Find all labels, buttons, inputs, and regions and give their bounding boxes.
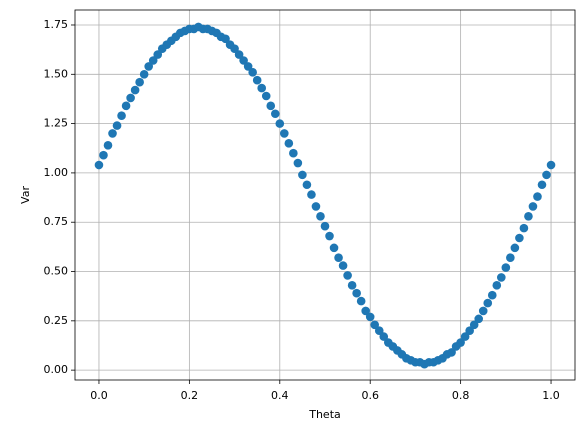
point [334, 253, 343, 263]
point [243, 62, 253, 71]
point [148, 56, 158, 65]
point [298, 170, 307, 180]
point [515, 233, 524, 243]
point [537, 180, 547, 190]
x-tick-label: 0.4 [271, 389, 289, 402]
point [546, 160, 556, 170]
x-tick-label: 0.2 [181, 389, 199, 402]
point [234, 50, 244, 59]
point [239, 56, 248, 65]
point [302, 180, 312, 190]
point [117, 111, 126, 121]
point [343, 271, 352, 280]
point [311, 202, 321, 211]
point [94, 160, 104, 170]
point [519, 223, 529, 233]
x-tick-label: 0.6 [361, 389, 379, 402]
point [316, 212, 325, 221]
point [144, 62, 153, 71]
point [221, 34, 230, 44]
point [347, 281, 357, 290]
x-axis-label: Theta [308, 408, 341, 421]
point [103, 140, 113, 150]
point [261, 91, 271, 101]
point [469, 320, 479, 330]
point [370, 320, 380, 330]
point [483, 298, 493, 308]
y-tick-label: 0.25 [44, 314, 69, 327]
point [510, 243, 520, 253]
point [130, 85, 140, 95]
point [528, 202, 538, 211]
point [270, 109, 280, 119]
y-tick-label: 1.00 [44, 166, 69, 179]
point [465, 326, 474, 335]
point [121, 101, 131, 111]
point [478, 306, 488, 316]
point [112, 121, 122, 130]
point [293, 158, 303, 168]
y-tick-label: 0.50 [44, 265, 69, 278]
point [252, 75, 262, 85]
point [533, 192, 542, 201]
point [447, 348, 456, 357]
y-tick-label: 1.75 [44, 18, 69, 31]
point [361, 306, 370, 316]
point [289, 148, 298, 158]
x-tick-label: 0.0 [90, 389, 108, 402]
point [501, 263, 511, 272]
x-tick-label: 0.8 [452, 389, 470, 402]
point [320, 221, 330, 231]
point [374, 326, 384, 335]
point [230, 44, 239, 53]
plot-frame [74, 9, 576, 381]
point [139, 69, 149, 79]
point [329, 243, 339, 253]
point [492, 281, 502, 290]
point [266, 101, 276, 111]
point [325, 231, 334, 241]
y-tick-label: 1.50 [44, 67, 69, 80]
point [356, 296, 366, 306]
point [506, 253, 515, 263]
point [280, 129, 289, 138]
point [99, 150, 108, 160]
y-axis-label: Var [19, 186, 32, 204]
point [126, 93, 135, 103]
point [307, 190, 316, 199]
point [524, 212, 533, 221]
point [275, 119, 285, 128]
point [352, 288, 361, 298]
y-tick-label: 1.25 [44, 117, 69, 130]
point [542, 170, 551, 180]
point [474, 314, 484, 324]
y-tick-label: 0.00 [44, 363, 69, 376]
point [153, 50, 163, 59]
point [257, 83, 267, 93]
point [338, 261, 348, 270]
point [135, 77, 144, 87]
x-tick-label: 1.0 [542, 389, 560, 402]
point [365, 312, 375, 322]
point [248, 68, 257, 77]
point [460, 332, 470, 341]
point [456, 338, 465, 347]
point [487, 290, 497, 300]
point [379, 332, 389, 341]
point [108, 129, 117, 138]
point [284, 139, 294, 148]
y-tick-label: 0.75 [44, 215, 69, 228]
point [497, 273, 506, 282]
